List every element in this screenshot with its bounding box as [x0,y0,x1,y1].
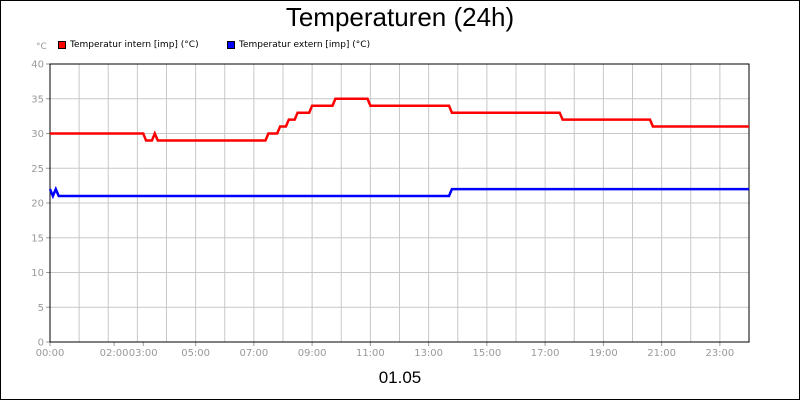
x-tick-label: 19:00 [589,348,618,359]
x-tick-label: 21:00 [647,348,676,359]
y-tick-label: 15 [31,233,44,244]
legend-label-intern: Temperatur intern [imp] (°C) [70,40,199,50]
y-tick-label: 10 [31,268,44,279]
legend-swatch-extern [227,41,235,49]
y-tick-label: 0 [38,338,44,349]
y-tick-label: 25 [31,164,44,175]
legend-swatch-intern [58,41,66,49]
x-tick-label: 17:00 [531,348,560,359]
x-tick-label: 13:00 [414,348,443,359]
x-tick-label: 03:00 [129,348,158,359]
x-tick-label: 05:00 [181,348,210,359]
x-tick-label: 00:00 [36,348,65,359]
x-tick-label: 23:00 [705,348,734,359]
x-tick-label: 15:00 [472,348,501,359]
series-line-extern [48,185,749,200]
legend-item-extern: Temperatur extern [imp] (°C) [227,39,370,51]
y-tick-label: 20 [31,199,44,210]
series-line-intern [50,97,749,142]
x-axis-date-label: 01.05 [378,368,422,387]
x-tick-label: 11:00 [356,348,385,359]
y-tick-label: 5 [38,303,44,314]
x-tick-label: 07:00 [239,348,268,359]
x-tick-label: 09:00 [298,348,327,359]
chart-title: Temperaturen (24h) [285,2,515,32]
plot-border [49,63,750,343]
y-axis-unit: °C [36,42,47,52]
x-tick-label: 02:00 [100,348,129,359]
y-tick-label: 40 [31,60,44,71]
y-tick-label: 35 [31,94,44,105]
legend-label-extern: Temperatur extern [imp] (°C) [239,40,371,50]
y-tick-label: 30 [31,129,44,140]
legend-item-intern: Temperatur intern [imp] (°C) [58,39,199,51]
